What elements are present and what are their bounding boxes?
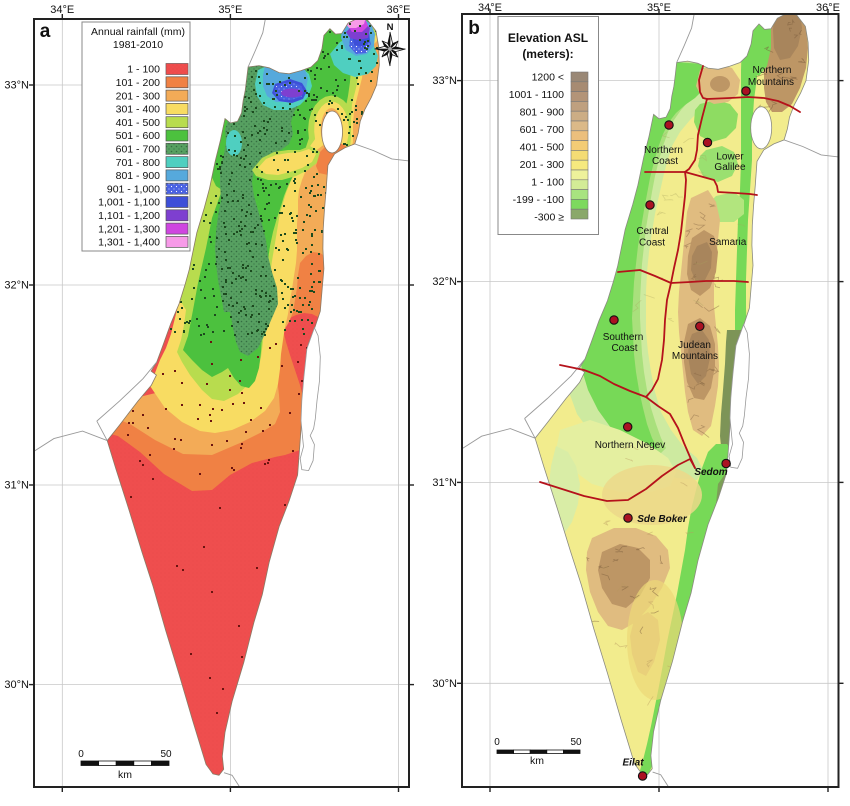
svg-text:Galilee: Galilee xyxy=(714,162,746,173)
svg-text:Coast: Coast xyxy=(652,156,678,167)
svg-text:N: N xyxy=(387,22,394,33)
svg-text:1,301 - 1,400: 1,301 - 1,400 xyxy=(98,237,160,249)
svg-text:35°E: 35°E xyxy=(647,2,671,14)
svg-text:Sde Boker: Sde Boker xyxy=(637,514,688,525)
svg-text:Northern: Northern xyxy=(753,65,792,76)
svg-text:50: 50 xyxy=(160,749,172,760)
svg-text:-199 - -100: -199 - -100 xyxy=(513,194,565,206)
svg-text:34°E: 34°E xyxy=(478,2,502,14)
svg-text:Lower: Lower xyxy=(716,152,744,163)
svg-text:35°E: 35°E xyxy=(218,4,242,16)
svg-text:30°N: 30°N xyxy=(4,679,29,691)
svg-text:Samaria: Samaria xyxy=(709,237,747,248)
svg-text:Judean: Judean xyxy=(678,340,711,351)
svg-text:1001 - 1100: 1001 - 1100 xyxy=(509,89,564,101)
svg-text:Southern: Southern xyxy=(603,332,644,343)
svg-text:(meters):: (meters): xyxy=(522,47,573,61)
svg-text:b: b xyxy=(468,18,480,39)
svg-text:33°N: 33°N xyxy=(432,75,457,87)
svg-text:Coast: Coast xyxy=(639,238,665,249)
svg-text:31°N: 31°N xyxy=(432,477,457,489)
svg-text:Elevation ASL: Elevation ASL xyxy=(508,31,588,45)
svg-text:401 - 500: 401 - 500 xyxy=(116,117,161,129)
svg-text:Central: Central xyxy=(636,226,668,237)
svg-text:36°E: 36°E xyxy=(816,2,840,14)
svg-text:1,201 - 1,300: 1,201 - 1,300 xyxy=(98,223,160,235)
svg-text:501 - 600: 501 - 600 xyxy=(116,130,161,142)
svg-text:Annual rainfall (mm): Annual rainfall (mm) xyxy=(91,26,185,38)
svg-text:Northern: Northern xyxy=(644,145,683,156)
svg-text:30°N: 30°N xyxy=(432,678,457,690)
svg-text:Sedom: Sedom xyxy=(694,467,727,478)
svg-text:km: km xyxy=(530,755,544,767)
svg-text:1,101 - 1,200: 1,101 - 1,200 xyxy=(98,210,160,222)
svg-text:1200 <: 1200 < xyxy=(532,72,564,84)
svg-text:0: 0 xyxy=(494,737,500,748)
svg-text:Mountains: Mountains xyxy=(748,77,794,88)
svg-text:km: km xyxy=(118,769,132,781)
svg-text:801 - 900: 801 - 900 xyxy=(520,107,565,119)
svg-text:601 - 700: 601 - 700 xyxy=(520,124,565,136)
svg-text:31°N: 31°N xyxy=(4,480,29,492)
svg-text:Eilat: Eilat xyxy=(622,758,644,769)
svg-text:1 - 100: 1 - 100 xyxy=(127,64,160,76)
svg-text:Northern Negev: Northern Negev xyxy=(595,440,666,451)
svg-text:1981-2010: 1981-2010 xyxy=(113,39,163,51)
svg-text:601 - 700: 601 - 700 xyxy=(116,144,161,156)
svg-text:Mountains: Mountains xyxy=(672,351,718,362)
svg-text:701 - 800: 701 - 800 xyxy=(116,157,161,169)
svg-text:401 - 500: 401 - 500 xyxy=(520,142,565,154)
svg-text:1 - 100: 1 - 100 xyxy=(531,177,564,189)
svg-text:201 - 300: 201 - 300 xyxy=(520,159,565,171)
svg-text:1,001 - 1,100: 1,001 - 1,100 xyxy=(98,197,160,209)
svg-text:32°N: 32°N xyxy=(4,280,29,292)
svg-text:50: 50 xyxy=(570,737,582,748)
svg-text:901 - 1,000: 901 - 1,000 xyxy=(107,183,160,195)
svg-text:-300 ≥: -300 ≥ xyxy=(534,212,564,224)
svg-text:36°E: 36°E xyxy=(387,4,411,16)
svg-text:201 - 300: 201 - 300 xyxy=(116,90,161,102)
svg-text:Coast: Coast xyxy=(611,343,637,354)
svg-text:32°N: 32°N xyxy=(432,276,457,288)
svg-text:34°E: 34°E xyxy=(50,4,74,16)
svg-text:301 - 400: 301 - 400 xyxy=(116,104,161,116)
svg-text:101 - 200: 101 - 200 xyxy=(116,77,161,89)
svg-text:0: 0 xyxy=(78,749,84,760)
svg-text:33°N: 33°N xyxy=(4,80,29,92)
svg-text:a: a xyxy=(40,21,51,42)
svg-text:801 - 900: 801 - 900 xyxy=(116,170,161,182)
